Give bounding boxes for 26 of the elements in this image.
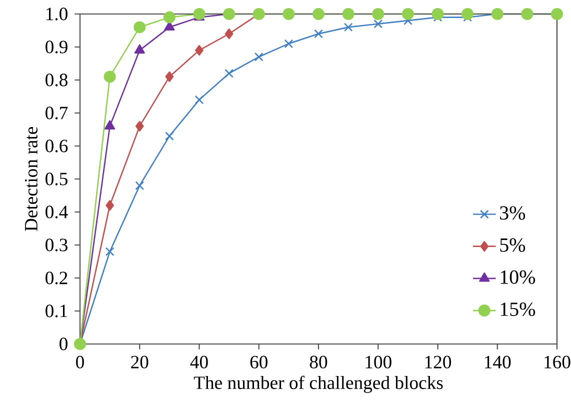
x-tick-label: 80 (310, 356, 328, 368)
y-tick-label: 0.6 (46, 140, 68, 152)
y-tick-label: 0.9 (46, 40, 68, 54)
y-tick-label: 0.7 (46, 106, 68, 120)
x-tick-label: 20 (131, 356, 148, 368)
x-tick-label: 40 (190, 356, 208, 368)
x-tick-label: 60 (250, 356, 268, 368)
y-tick-label: 0.5 (46, 172, 68, 186)
legend-label: 10% (500, 270, 536, 284)
x-tick-label: 140 (485, 356, 511, 368)
y-tick-label: 1.0 (46, 8, 68, 20)
x-tick-label: 160 (544, 356, 570, 368)
y-tick-label: 0 (60, 338, 68, 350)
y-tick-label: 0.2 (46, 272, 68, 284)
y-axis-title: Detection rate (24, 127, 38, 232)
x-tick-label: 120 (425, 356, 452, 368)
x-axis-title: The number of challenged blocks (194, 376, 443, 393)
x-tick-label: 100 (366, 356, 392, 368)
y-tick-label: 0.3 (46, 238, 68, 252)
legend-label: 5% (500, 238, 526, 252)
legend-label: 3% (500, 206, 526, 220)
y-tick-label: 0.8 (46, 74, 68, 86)
x-tick-label: 0 (76, 356, 84, 368)
y-tick-label: 0.4 (46, 206, 68, 218)
y-tick-label: 0.1 (46, 304, 68, 318)
legend-label: 15% (500, 302, 536, 316)
